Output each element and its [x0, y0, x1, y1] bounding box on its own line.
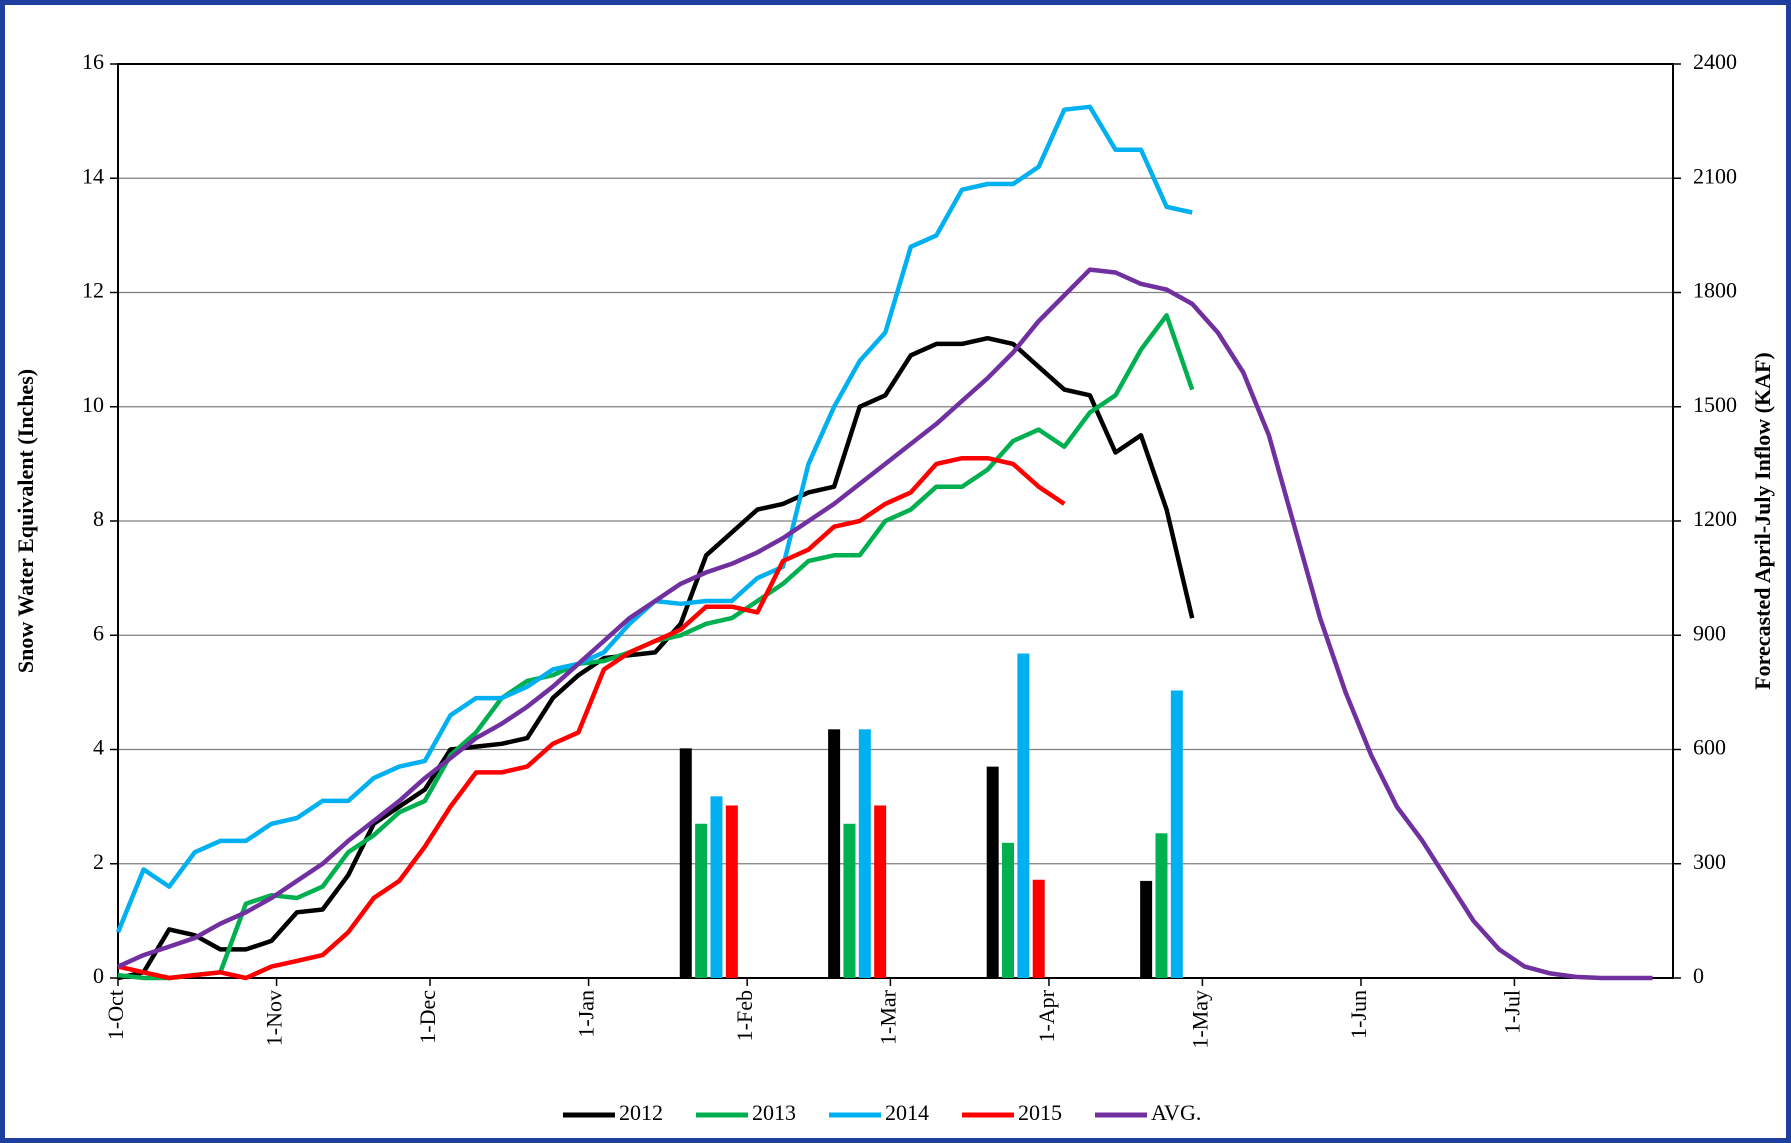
y-tick-label: 0	[93, 963, 104, 988]
series-line	[117, 313, 1195, 981]
bar	[1140, 880, 1153, 978]
x-tick-label: 1-Jan	[574, 990, 599, 1038]
y2-axis-title: Forecasted April-July Inflow (KAF)	[1750, 352, 1775, 690]
y2-tick-label: 300	[1693, 849, 1726, 874]
legend-label: 2013	[752, 1100, 796, 1125]
bar	[1002, 842, 1015, 978]
y-axis-title: Snow Water Equivalent (Inches)	[13, 369, 38, 673]
y2-tick-label: 1200	[1693, 506, 1737, 531]
y2-tick-label: 600	[1693, 735, 1726, 760]
bar	[725, 805, 738, 978]
bar	[1170, 690, 1183, 978]
y-tick-label: 16	[82, 49, 104, 74]
y2-tick-label: 1500	[1693, 392, 1737, 417]
bar	[858, 729, 871, 978]
x-tick-label: 1-Apr	[1034, 989, 1059, 1042]
bar	[874, 805, 887, 978]
bar	[695, 823, 708, 978]
y-tick-label: 6	[93, 620, 104, 645]
y2-tick-label: 900	[1693, 620, 1726, 645]
bar	[1017, 653, 1030, 978]
y-tick-label: 12	[82, 278, 104, 303]
plot-border	[117, 63, 1674, 979]
y2-tick-label: 2400	[1693, 49, 1737, 74]
y-tick-label: 4	[93, 735, 104, 760]
bar	[710, 796, 723, 978]
y-tick-label: 8	[93, 506, 104, 531]
legend-label: 2015	[1018, 1100, 1062, 1125]
bar	[828, 729, 841, 978]
bar	[986, 766, 999, 978]
series-line	[117, 267, 1653, 981]
x-tick-label: 1-Oct	[103, 990, 128, 1040]
x-tick-label: 1-Feb	[732, 990, 757, 1041]
y-tick-label: 14	[82, 163, 104, 188]
x-tick-label: 1-Jul	[1499, 990, 1524, 1034]
bar	[843, 823, 856, 978]
x-tick-label: 1-May	[1187, 990, 1212, 1049]
x-tick-label: 1-Dec	[415, 990, 440, 1044]
x-tick-label: 1-Jun	[1346, 990, 1371, 1039]
y2-tick-label: 2100	[1693, 163, 1737, 188]
bar	[1032, 879, 1045, 978]
y-tick-label: 2	[93, 849, 104, 874]
y2-tick-label: 0	[1693, 963, 1704, 988]
bar	[1155, 833, 1168, 978]
x-tick-label: 1-Mar	[875, 989, 900, 1045]
legend-label: AVG.	[1151, 1100, 1201, 1125]
bar	[679, 748, 692, 978]
legend-label: 2012	[619, 1100, 663, 1125]
series-line	[117, 335, 1195, 981]
series-line	[115, 104, 1193, 934]
y-tick-label: 10	[82, 392, 104, 417]
x-tick-label: 1-Nov	[262, 990, 287, 1046]
y2-tick-label: 1800	[1693, 278, 1737, 303]
legend-label: 2014	[885, 1100, 929, 1125]
series-line	[117, 455, 1066, 981]
